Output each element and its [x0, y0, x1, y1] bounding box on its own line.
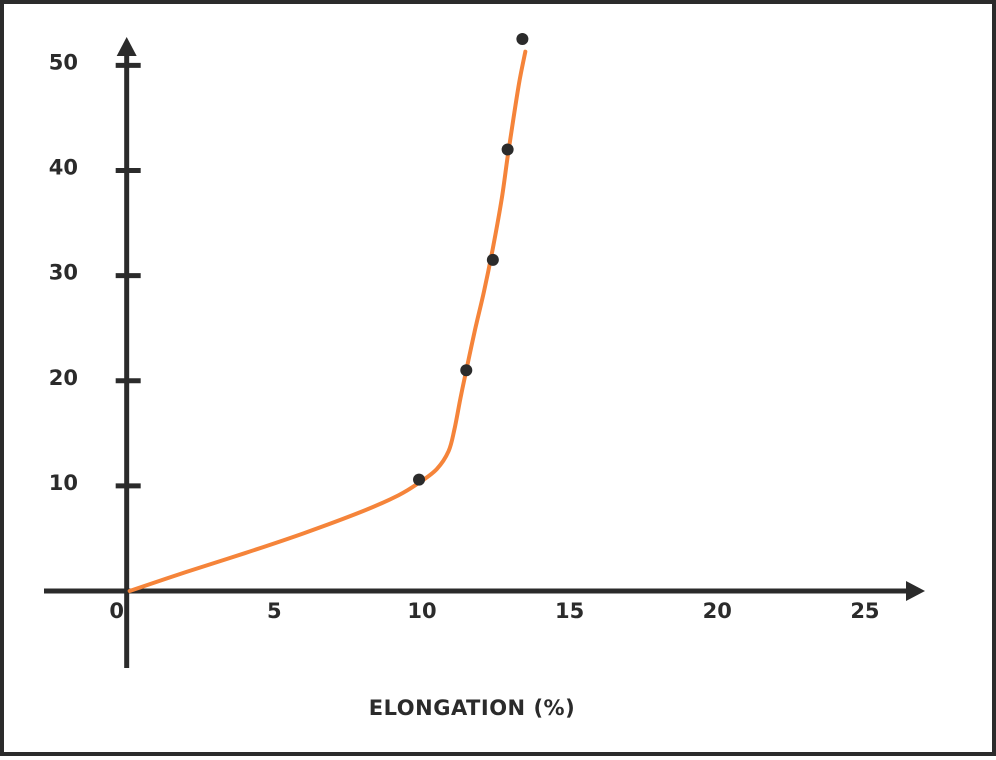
labels: 0 5 10 15 20 25 10 20 30 40 50 ELONGATION (%): [49, 50, 880, 720]
x-tick-label: 10: [407, 599, 436, 623]
x-axis-arrow: [906, 581, 925, 602]
y-tick-label: 30: [49, 261, 78, 285]
y-tick-label: 40: [49, 155, 78, 179]
x-tick-label: 0: [109, 599, 124, 623]
data-point: [501, 143, 514, 156]
data-point: [516, 33, 529, 46]
data-point: [460, 364, 473, 377]
x-tick-label: 25: [850, 599, 879, 623]
x-tick-label: 15: [555, 599, 584, 623]
y-tick-label: 10: [49, 471, 78, 495]
x-axis-title: ELONGATION (%): [369, 696, 575, 720]
data-point: [486, 253, 499, 266]
y-axis-arrow: [116, 37, 137, 56]
ticks: [115, 62, 141, 489]
y-tick-label: 20: [49, 366, 78, 390]
x-tick-label: 20: [703, 599, 732, 623]
elongation-chart: 0 5 10 15 20 25 10 20 30 40 50 ELONGATION (%): [44, 33, 925, 720]
series-line: [127, 49, 528, 594]
series: [127, 33, 529, 594]
data-point: [413, 473, 426, 486]
y-tick-label: 50: [49, 50, 78, 74]
axes: [44, 37, 925, 668]
x-tick-label: 5: [267, 599, 282, 623]
